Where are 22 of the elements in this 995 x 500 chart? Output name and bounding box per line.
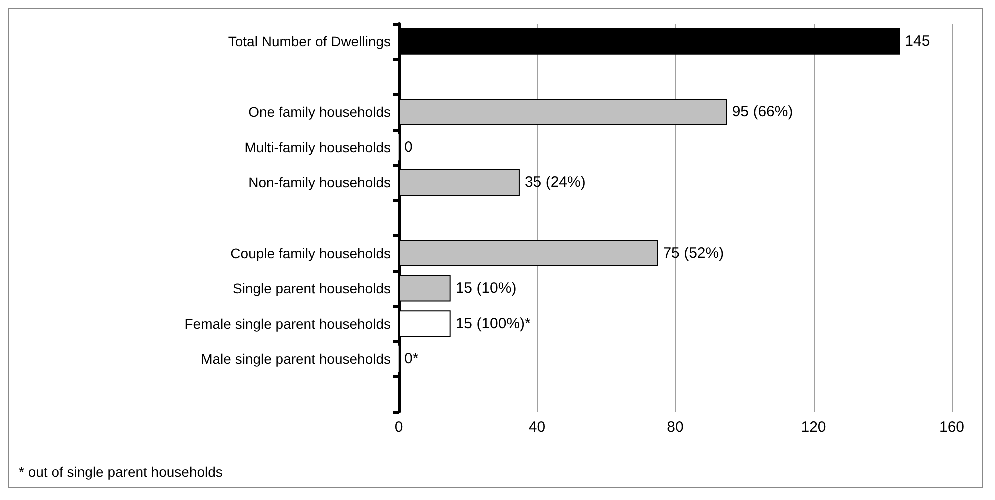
data-label: 75 (52%) — [663, 244, 724, 262]
data-label: 0* — [404, 350, 419, 368]
x-tick-label: 40 — [528, 419, 546, 436]
y-tick-label: Non-family households — [248, 174, 391, 191]
data-label: 145 — [905, 33, 930, 50]
x-tick-label: 80 — [667, 419, 684, 436]
y-tick-label: Single parent households — [232, 280, 391, 297]
data-label: 95 (66%) — [732, 104, 794, 121]
y-tick-label: Multi-family households — [244, 139, 391, 156]
data-label: 15 (100%)* — [456, 315, 532, 332]
text: * out of single parent households — [19, 464, 223, 480]
y-tick-label: One family households — [248, 104, 391, 120]
y-tick-label: Couple family households — [230, 245, 391, 262]
y-tick-label: Female single parent households — [184, 316, 391, 332]
x-tick-label: 0 — [394, 419, 404, 436]
x-tick-label: 120 — [801, 419, 826, 436]
data-label: 15 (10%) — [456, 280, 517, 298]
data-label: 35 (24%) — [524, 174, 586, 192]
y-tick-label: Total Number of Dwellings — [228, 34, 391, 50]
y-tick-label: Male single parent households — [201, 351, 391, 368]
x-tick-label: 160 — [939, 419, 965, 436]
data-label: 0 — [404, 138, 413, 156]
